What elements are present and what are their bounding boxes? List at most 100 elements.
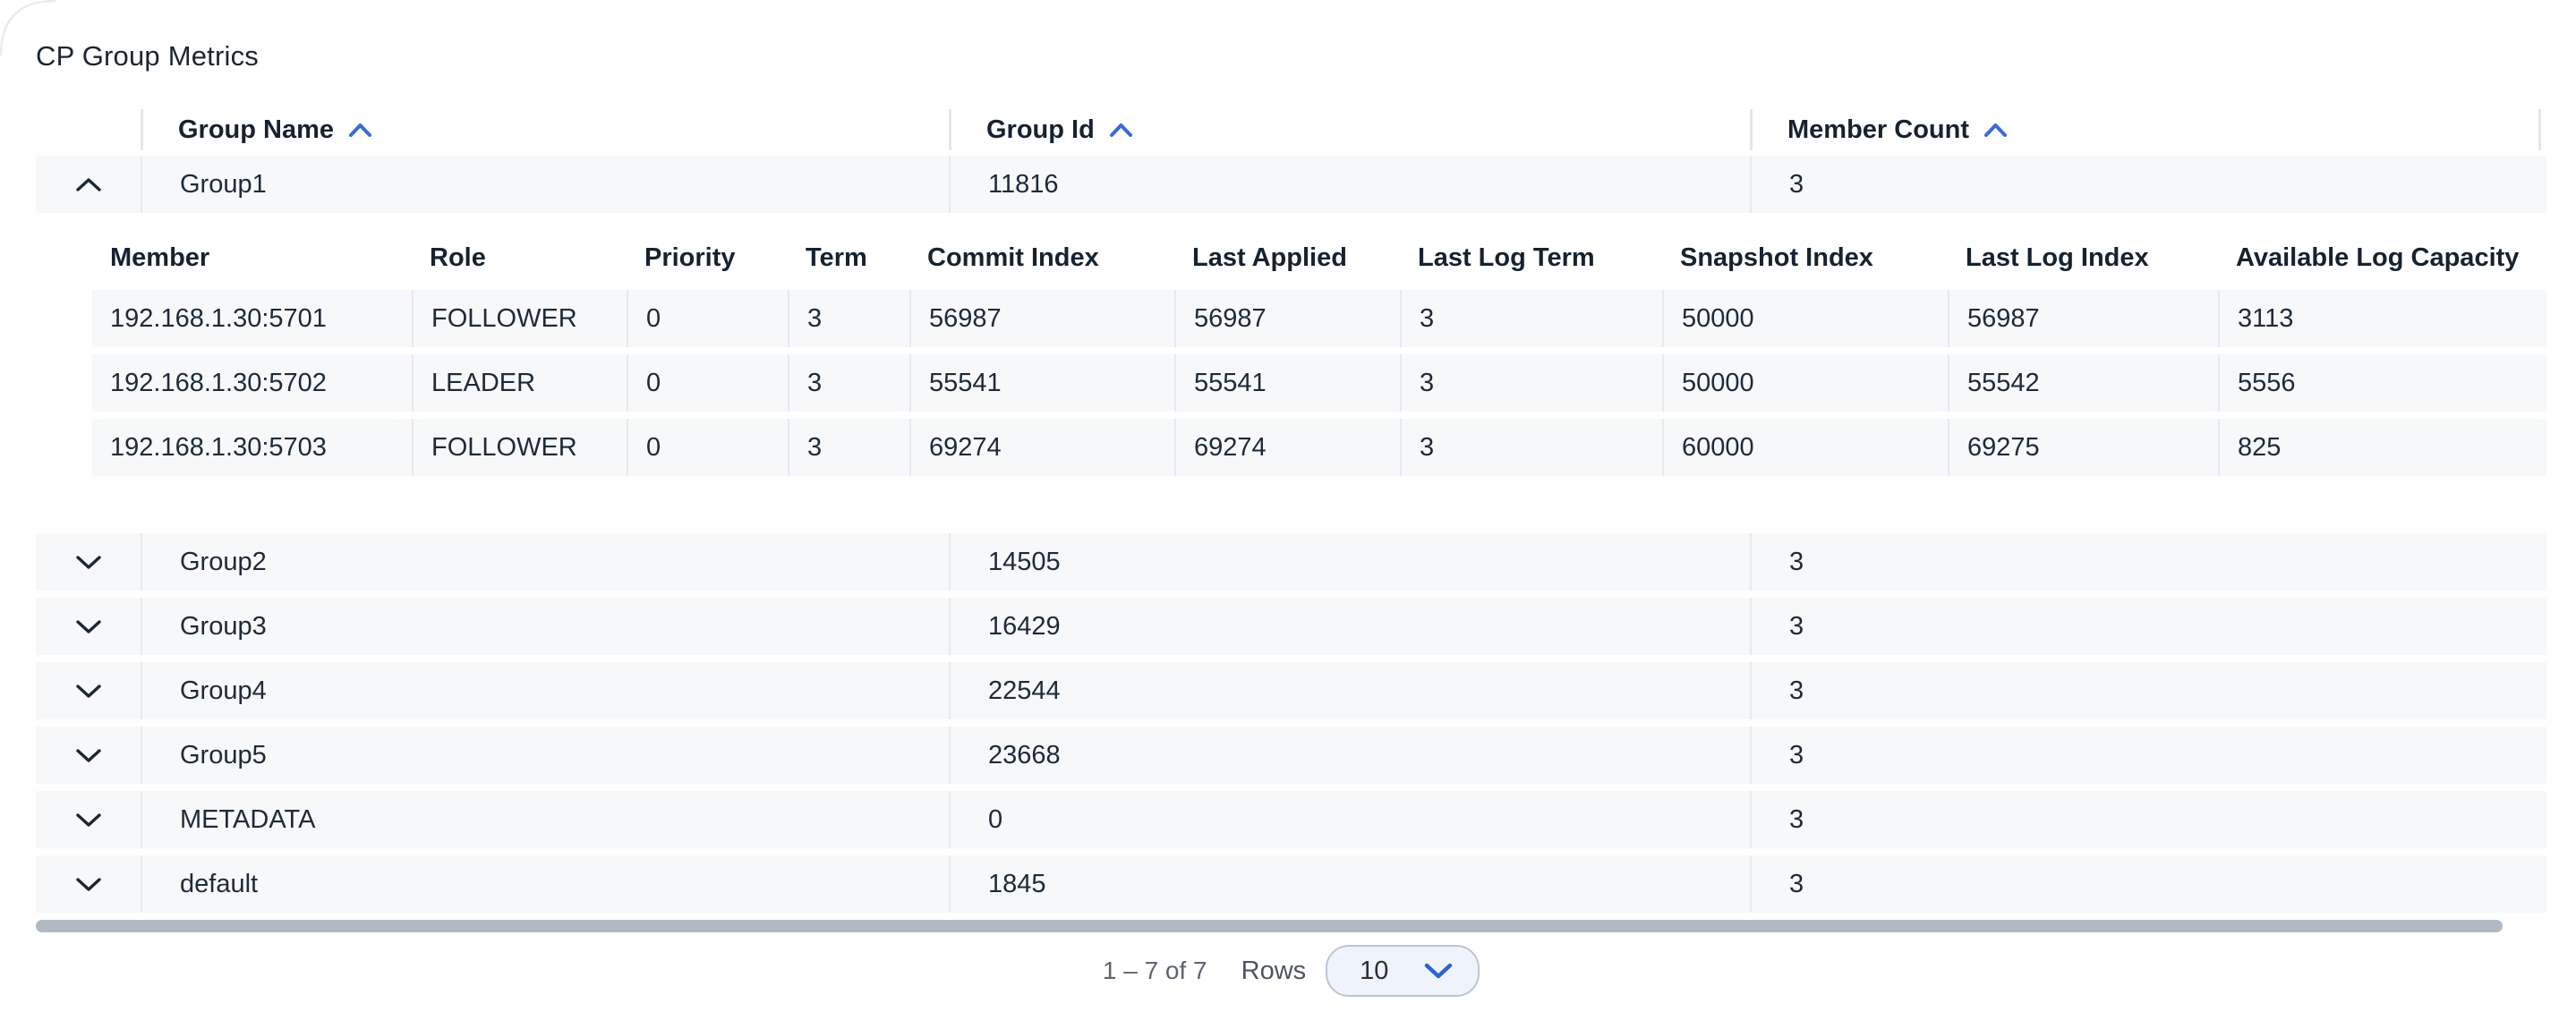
expander-cell [36, 855, 141, 913]
available-log-capacity-cell: 825 [2218, 419, 2546, 476]
expand-group-button[interactable] [62, 600, 115, 653]
available-log-capacity-cell: 3113 [2218, 290, 2546, 347]
group-id-cell: 14505 [949, 533, 1750, 591]
group-id-cell: 22544 [949, 662, 1750, 719]
priority-column-header: Priority [644, 242, 736, 272]
member-row: 192.168.1.30:5702 LEADER 0 3 55541 55541… [92, 354, 2546, 412]
column-header-label: Group Name [178, 115, 335, 144]
rows-per-page-label: Rows [1241, 956, 1307, 985]
role-cell: FOLLOWER [412, 419, 627, 476]
pagination-range-text: 1 – 7 of 7 [1102, 957, 1207, 984]
member-count-cell: 3 [1750, 156, 2546, 213]
expander-cell [36, 662, 141, 719]
last-applied-cell: 56987 [1174, 290, 1400, 347]
term-column-header: Term [806, 242, 867, 272]
expand-group-button[interactable] [62, 793, 115, 846]
horizontal-scrollbar[interactable] [36, 920, 2503, 932]
member-count-cell: 3 [1750, 533, 2546, 591]
term-cell: 3 [788, 290, 909, 347]
priority-cell: 0 [627, 354, 788, 412]
group-row[interactable]: METADATA 0 3 [36, 791, 2546, 848]
last-log-term-column-header: Last Log Term [1418, 242, 1595, 272]
chevron-down-icon [75, 877, 101, 891]
commit-index-cell: 56987 [909, 290, 1174, 347]
expander-cell [36, 533, 141, 591]
priority-cell: 0 [627, 290, 788, 347]
column-header-label: Group Id [986, 115, 1095, 144]
chevron-up-icon[interactable] [348, 123, 372, 138]
column-header-member-count[interactable]: Member Count [1750, 109, 2546, 150]
member-address-cell: 192.168.1.30:5702 [110, 368, 327, 397]
card-corner-border [0, 0, 56, 56]
last-log-term-cell: 3 [1400, 290, 1662, 347]
available-log-capacity-cell: 5556 [2218, 354, 2546, 412]
term-cell: 3 [788, 419, 909, 476]
group-name-cell: Group4 [141, 662, 949, 719]
member-address-cell: 192.168.1.30:5703 [110, 432, 327, 462]
last-log-index-column-header: Last Log Index [1966, 242, 2149, 272]
group-row[interactable]: Group4 22544 3 [36, 662, 2546, 719]
member-count-cell: 3 [1750, 598, 2546, 655]
last-log-index-cell: 56987 [1948, 290, 2218, 347]
members-table-header: Member Role Priority Term Commit Index L… [92, 233, 2546, 283]
last-log-term-cell: 3 [1400, 354, 1662, 412]
column-header-group-id[interactable]: Group Id [949, 109, 1750, 150]
expand-group-button[interactable] [62, 535, 115, 589]
last-log-index-cell: 69275 [1948, 419, 2218, 476]
expand-group-button[interactable] [62, 857, 115, 911]
group-id-cell: 1845 [949, 855, 1750, 913]
chevron-down-icon [75, 619, 101, 634]
column-header-group-name[interactable]: Group Name [141, 109, 949, 150]
commit-index-cell: 69274 [909, 419, 1174, 476]
last-log-term-cell: 3 [1400, 419, 1662, 476]
group-name-cell: Group3 [141, 598, 949, 655]
priority-cell: 0 [627, 419, 788, 476]
group-id-cell: 23668 [949, 727, 1750, 784]
group-name-cell: METADATA [141, 791, 949, 848]
group-row[interactable]: Group2 14505 3 [36, 533, 2546, 591]
pagination-bar: 1 – 7 of 7 Rows 10 [36, 945, 2546, 997]
group-row[interactable]: Group3 16429 3 [36, 598, 2546, 655]
role-cell: LEADER [412, 354, 627, 412]
chevron-down-icon [1424, 963, 1453, 979]
group-id-cell: 0 [949, 791, 1750, 848]
group-name-cell: Group2 [141, 533, 949, 591]
chevron-up-icon[interactable] [1109, 123, 1133, 138]
group-row[interactable]: default 1845 3 [36, 855, 2546, 913]
last-log-index-cell: 55542 [1948, 354, 2218, 412]
commit-index-column-header: Commit Index [927, 242, 1099, 272]
rows-per-page-select[interactable]: 10 [1326, 945, 1480, 997]
panel-title: CP Group Metrics [36, 40, 259, 72]
member-count-cell: 3 [1750, 855, 2546, 913]
snapshot-index-cell: 50000 [1662, 290, 1948, 347]
role-column-header: Role [430, 242, 486, 272]
member-row: 192.168.1.30:5703 FOLLOWER 0 3 69274 692… [92, 419, 2546, 476]
commit-index-cell: 55541 [909, 354, 1174, 412]
chevron-down-icon [75, 748, 101, 762]
group-id-cell: 16429 [949, 598, 1750, 655]
group-table-header: Group Name Group Id Member Count [36, 104, 2546, 156]
collapse-group-button[interactable] [62, 157, 115, 211]
expand-group-button[interactable] [62, 664, 115, 718]
member-column-header: Member [110, 242, 210, 272]
chevron-up-icon [75, 177, 101, 191]
expander-cell [36, 598, 141, 655]
expand-group-button[interactable] [62, 728, 115, 782]
chevron-down-icon [75, 555, 101, 569]
group-name-cell: default [141, 855, 949, 913]
chevron-up-icon[interactable] [1983, 123, 2008, 138]
role-cell: FOLLOWER [412, 290, 627, 347]
member-row: 192.168.1.30:5701 FOLLOWER 0 3 56987 569… [92, 290, 2546, 347]
group-row[interactable]: Group1 11816 3 [36, 156, 2546, 213]
chevron-down-icon [75, 812, 101, 827]
available-log-capacity-column-header: Available Log Capacity [2236, 242, 2520, 272]
group-row[interactable]: Group5 23668 3 [36, 727, 2546, 784]
expander-cell [36, 156, 141, 213]
group1-members-table: Member Role Priority Term Commit Index L… [92, 233, 2546, 476]
last-applied-cell: 55541 [1174, 354, 1400, 412]
snapshot-index-cell: 60000 [1662, 419, 1948, 476]
term-cell: 3 [788, 354, 909, 412]
expander-cell [36, 791, 141, 848]
rows-per-page-value: 10 [1360, 956, 1389, 985]
member-count-cell: 3 [1750, 662, 2546, 719]
